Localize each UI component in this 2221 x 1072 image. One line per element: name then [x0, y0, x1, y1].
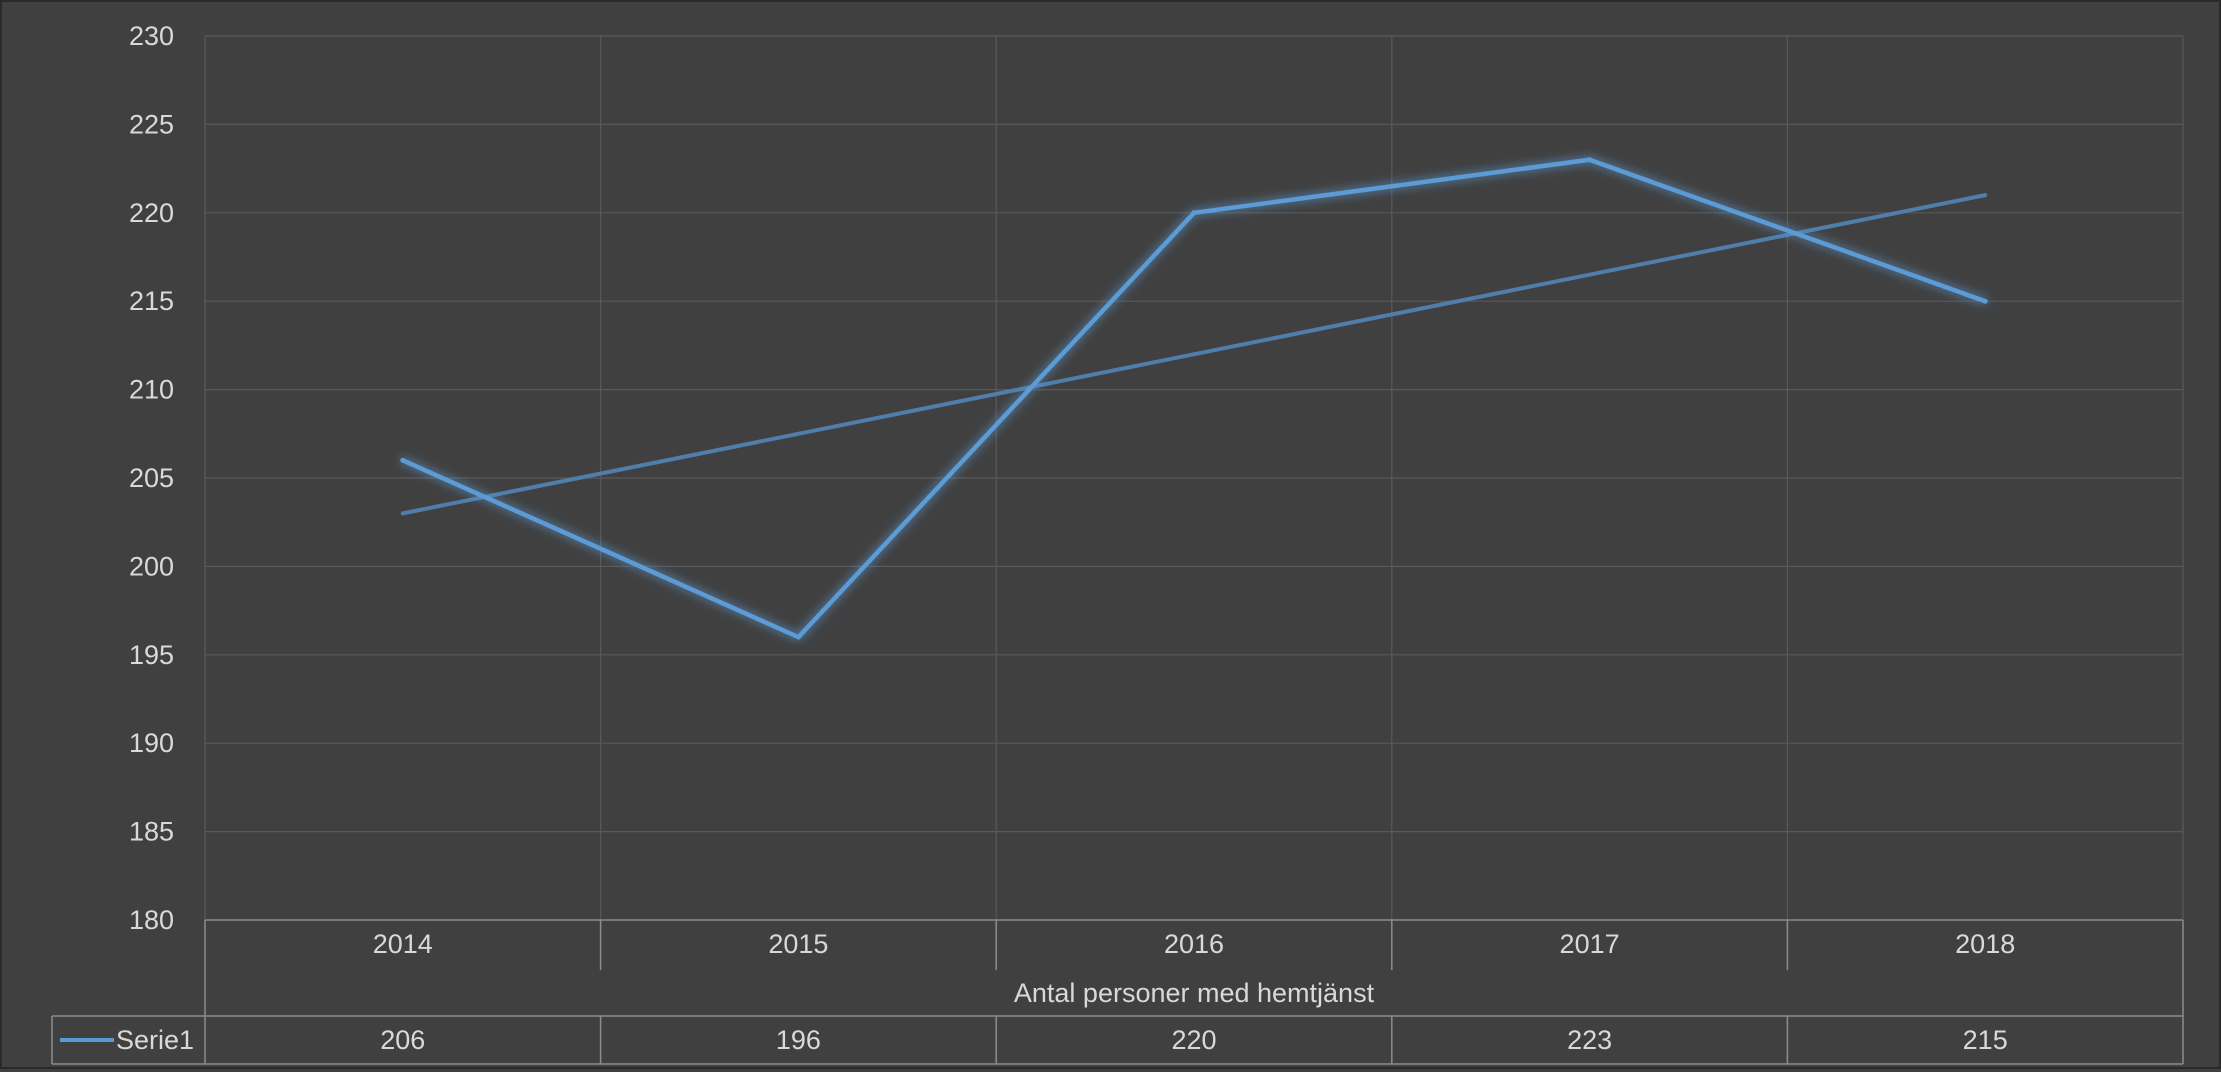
legend-label-serie1: Serie1	[116, 1025, 194, 1055]
data-point	[1191, 210, 1197, 216]
x-tick-label: 2014	[373, 929, 433, 959]
series-layer	[400, 157, 1988, 640]
y-tick-label: 225	[129, 109, 174, 139]
data-point	[795, 634, 801, 640]
data-point	[1982, 298, 1988, 304]
y-tick-label: 190	[129, 728, 174, 758]
gridlines	[204, 35, 2184, 920]
y-tick-label: 215	[129, 286, 174, 316]
x-tick-label: 2016	[1164, 929, 1224, 959]
series-line-serie1	[400, 157, 1988, 640]
y-tick-label: 220	[129, 198, 174, 228]
data-table: 2014 2015 2016 2017 2018 Antal personer med h…	[51, 919, 2184, 1065]
y-axis-ticks: 180 185 190 195 200 205 210 215 220 225 230	[129, 21, 174, 935]
data-table-value: 206	[380, 1025, 425, 1055]
data-table-value: 220	[1171, 1025, 1216, 1055]
data-point	[400, 457, 406, 463]
y-tick-label: 185	[129, 817, 174, 847]
data-table-value: 196	[776, 1025, 821, 1055]
x-tick-label: 2017	[1560, 929, 1620, 959]
y-tick-label: 180	[129, 905, 174, 935]
y-tick-label: 200	[129, 551, 174, 581]
data-point	[1587, 157, 1593, 163]
y-tick-label: 205	[129, 463, 174, 493]
x-tick-label: 2018	[1955, 929, 2015, 959]
data-table-value: 215	[1963, 1025, 2008, 1055]
y-tick-label: 195	[129, 640, 174, 670]
y-tick-label: 230	[129, 21, 174, 51]
x-tick-label: 2015	[768, 929, 828, 959]
y-tick-label: 210	[129, 375, 174, 405]
trendline-serie1	[400, 193, 1988, 516]
category-group-label: Antal personer med hemtjänst	[1014, 978, 1375, 1008]
data-table-value: 223	[1567, 1025, 1612, 1055]
